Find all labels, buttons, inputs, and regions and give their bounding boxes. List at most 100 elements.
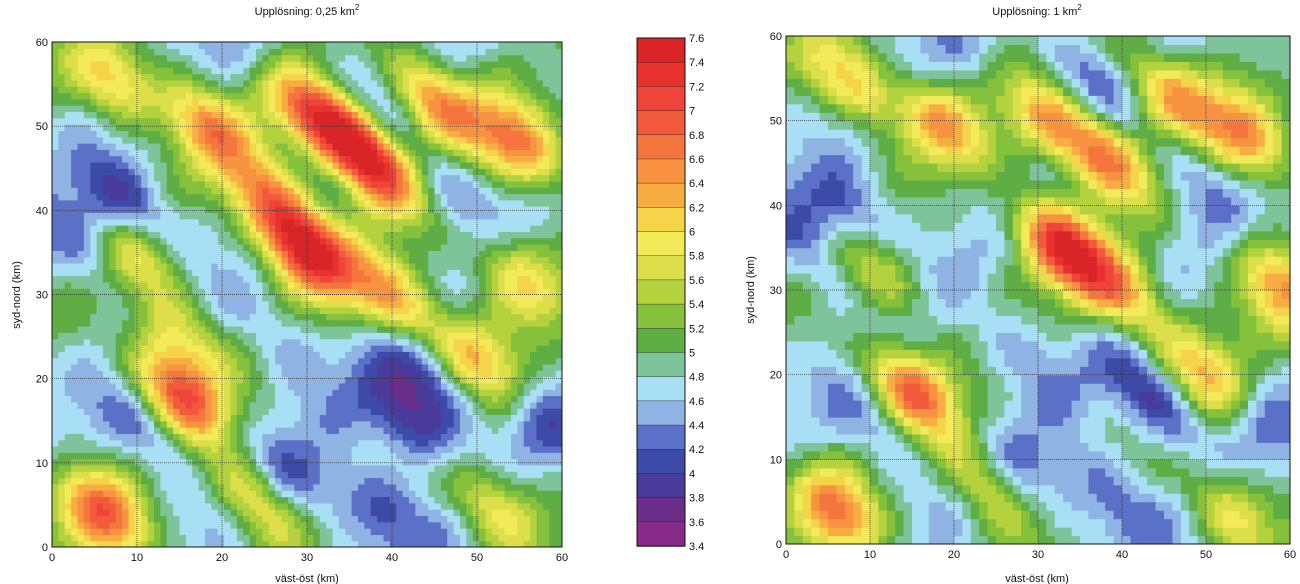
field-cell: [256, 256, 263, 264]
field-cell: [262, 206, 270, 214]
field-cell: [103, 338, 110, 346]
field-cell: [147, 326, 155, 333]
field-cell: [313, 502, 321, 510]
field-cell: [307, 174, 314, 182]
field-cell: [415, 187, 423, 195]
field-cell: [300, 86, 308, 94]
field-cell: [262, 244, 270, 251]
field-cell: [351, 73, 359, 81]
field-cell: [402, 357, 410, 365]
field-cell: [358, 395, 365, 403]
field-cell: [77, 382, 85, 390]
field-cell: [160, 67, 168, 75]
field-cell: [256, 307, 263, 315]
field-cell: [434, 149, 442, 157]
field-cell: [211, 534, 219, 542]
field-cell: [128, 79, 136, 87]
field-cell: [377, 67, 385, 75]
field-cell: [173, 300, 181, 308]
field-cell: [192, 357, 200, 365]
field-cell: [160, 515, 168, 523]
field-cell: [275, 313, 283, 321]
field-cell: [262, 174, 270, 182]
field-cell: [358, 326, 365, 333]
field-cell: [236, 206, 244, 214]
field-cell: [58, 60, 66, 68]
field-cell: [236, 464, 244, 472]
field-cell: [332, 92, 340, 100]
field-cell: [415, 206, 423, 214]
field-cell: [71, 300, 79, 308]
field-cell: [434, 288, 442, 296]
field-cell: [128, 193, 136, 201]
field-cell: [83, 496, 91, 504]
field-cell: [71, 534, 79, 542]
field-cell: [160, 212, 168, 220]
field-cell: [109, 326, 117, 333]
field-cell: [256, 161, 263, 169]
field-cell: [115, 79, 123, 87]
field-cell: [319, 225, 327, 232]
field-cell: [332, 124, 340, 131]
field-cell: [90, 370, 98, 378]
field-cell: [103, 534, 110, 542]
field-cell: [230, 269, 238, 277]
field-cell: [64, 187, 72, 195]
field-cell: [319, 136, 327, 144]
field-cell: [262, 357, 270, 365]
field-cell: [402, 124, 410, 131]
field-cell: [185, 370, 193, 378]
field-cell: [383, 446, 391, 453]
field-cell: [319, 502, 327, 510]
field-cell: [364, 433, 372, 441]
field-cell: [224, 130, 232, 138]
field-cell: [307, 496, 314, 504]
field-cell: [300, 92, 308, 100]
field-cell: [160, 433, 168, 441]
field-cell: [332, 105, 340, 113]
field-cell: [230, 427, 238, 434]
field-cell: [440, 98, 448, 106]
field-cell: [128, 67, 136, 75]
field-cell: [358, 351, 365, 359]
field-cell: [402, 509, 410, 517]
field-cell: [332, 464, 340, 472]
field-cell: [358, 477, 365, 485]
field-cell: [440, 180, 448, 188]
field-cell: [217, 42, 225, 49]
field-cell: [83, 48, 91, 56]
field-cell: [377, 521, 385, 529]
field-cell: [440, 269, 448, 277]
field-cell: [351, 477, 359, 485]
field-cell: [319, 515, 327, 523]
field-cell: [262, 262, 270, 270]
field-cell: [345, 351, 353, 359]
field-cell: [383, 256, 391, 264]
field-cell: [185, 256, 193, 264]
field-cell: [287, 149, 295, 157]
field-cell: [115, 262, 123, 270]
field-cell: [192, 515, 200, 523]
field-cell: [128, 389, 136, 397]
field-cell: [319, 351, 327, 359]
field-cell: [440, 67, 448, 75]
field-cell: [275, 376, 283, 384]
field-cell: [192, 521, 200, 529]
field-cell: [338, 281, 346, 289]
field-cell: [173, 363, 181, 371]
field-cell: [134, 483, 142, 491]
field-cell: [134, 496, 142, 504]
field-cell: [179, 307, 187, 315]
field-cell: [166, 143, 174, 150]
field-cell: [166, 338, 174, 346]
field-cell: [192, 105, 200, 113]
field-cell: [396, 345, 404, 352]
field-cell: [58, 427, 66, 434]
field-cell: [351, 212, 359, 220]
field-cell: [415, 168, 423, 176]
field-cell: [211, 143, 219, 150]
field-cell: [173, 174, 181, 182]
field-cell: [268, 427, 276, 434]
field-cell: [338, 521, 346, 529]
field-cell: [115, 389, 123, 397]
